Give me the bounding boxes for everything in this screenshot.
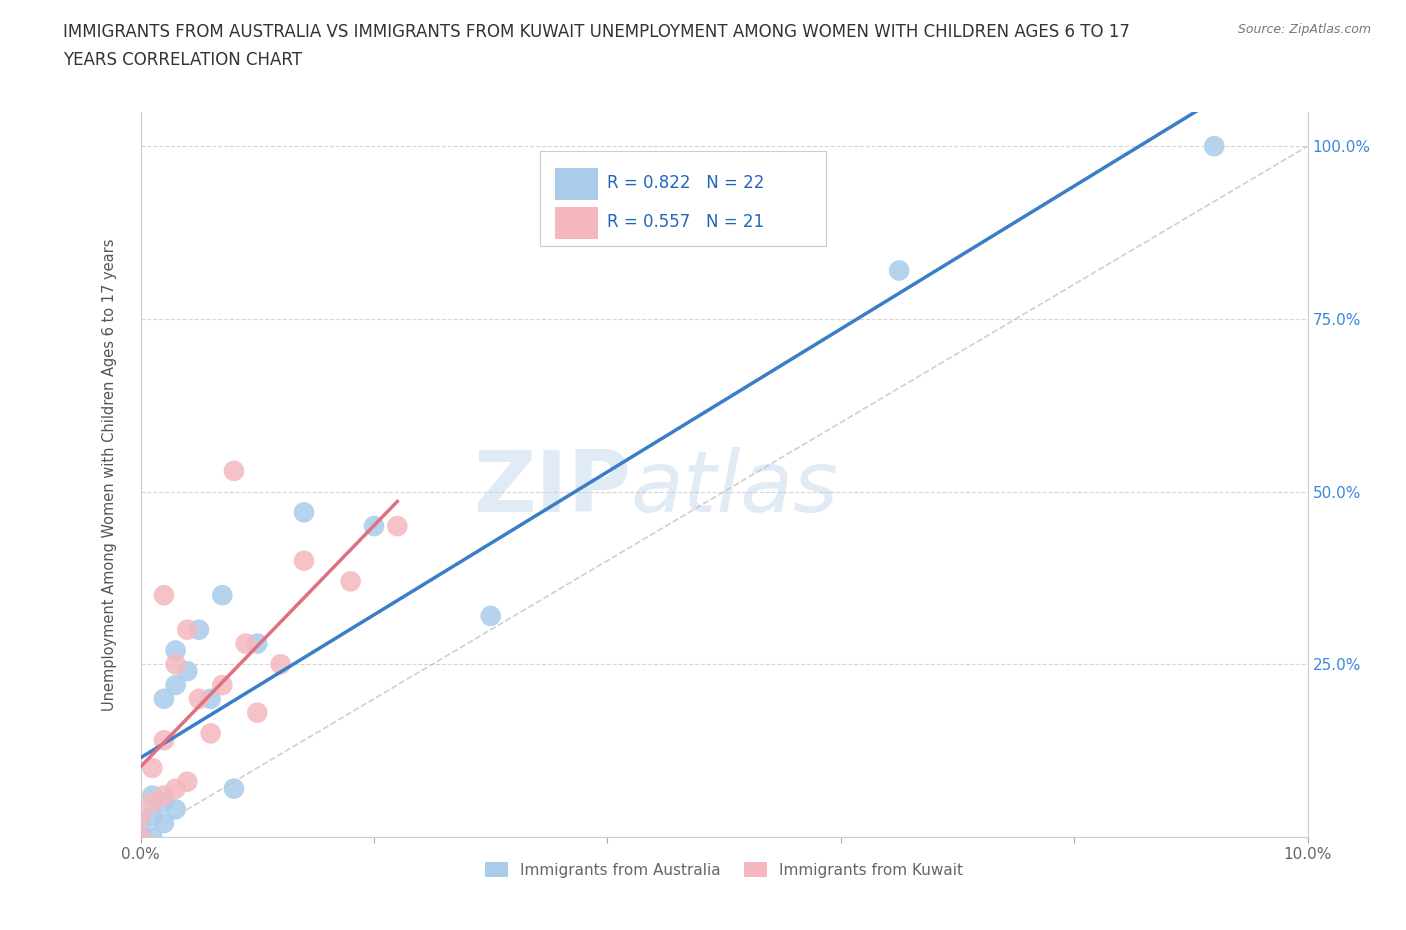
- Point: [246, 636, 269, 651]
- Point: [292, 505, 315, 520]
- Point: [153, 691, 176, 706]
- Point: [889, 263, 911, 278]
- Point: [153, 588, 176, 603]
- FancyBboxPatch shape: [555, 206, 598, 238]
- Point: [211, 678, 233, 693]
- Text: Source: ZipAtlas.com: Source: ZipAtlas.com: [1237, 23, 1371, 36]
- Text: ZIP: ZIP: [472, 447, 631, 530]
- Point: [270, 657, 292, 671]
- Point: [387, 519, 409, 534]
- Text: YEARS CORRELATION CHART: YEARS CORRELATION CHART: [63, 51, 302, 69]
- Point: [222, 463, 245, 478]
- Point: [129, 816, 152, 830]
- Text: R = 0.822   N = 22: R = 0.822 N = 22: [607, 175, 765, 193]
- Point: [153, 816, 176, 830]
- Y-axis label: Unemployment Among Women with Children Ages 6 to 17 years: Unemployment Among Women with Children A…: [103, 238, 117, 711]
- Point: [141, 809, 163, 824]
- Text: IMMIGRANTS FROM AUSTRALIA VS IMMIGRANTS FROM KUWAIT UNEMPLOYMENT AMONG WOMEN WIT: IMMIGRANTS FROM AUSTRALIA VS IMMIGRANTS …: [63, 23, 1130, 41]
- Point: [165, 678, 187, 693]
- FancyBboxPatch shape: [555, 168, 598, 200]
- Point: [165, 657, 187, 671]
- Point: [153, 733, 176, 748]
- Point: [479, 608, 502, 623]
- Point: [211, 588, 233, 603]
- Point: [176, 622, 198, 637]
- Text: R = 0.557   N = 21: R = 0.557 N = 21: [607, 213, 765, 231]
- Point: [129, 830, 152, 844]
- Text: atlas: atlas: [631, 447, 839, 530]
- Point: [141, 788, 163, 803]
- Point: [176, 664, 198, 679]
- Point: [292, 553, 315, 568]
- Point: [165, 802, 187, 817]
- Point: [129, 809, 152, 824]
- Point: [200, 726, 222, 741]
- Point: [129, 830, 152, 844]
- Point: [1204, 139, 1226, 153]
- Point: [176, 775, 198, 790]
- Legend: Immigrants from Australia, Immigrants from Kuwait: Immigrants from Australia, Immigrants fr…: [479, 856, 969, 884]
- Point: [188, 691, 211, 706]
- FancyBboxPatch shape: [540, 152, 825, 246]
- Point: [141, 761, 163, 776]
- Point: [153, 795, 176, 810]
- Point: [165, 643, 187, 658]
- Point: [165, 781, 187, 796]
- Point: [141, 830, 163, 844]
- Point: [188, 622, 211, 637]
- Point: [235, 636, 257, 651]
- Point: [246, 705, 269, 720]
- Point: [141, 795, 163, 810]
- Point: [363, 519, 385, 534]
- Point: [200, 691, 222, 706]
- Point: [153, 788, 176, 803]
- Point: [222, 781, 245, 796]
- Point: [339, 574, 361, 589]
